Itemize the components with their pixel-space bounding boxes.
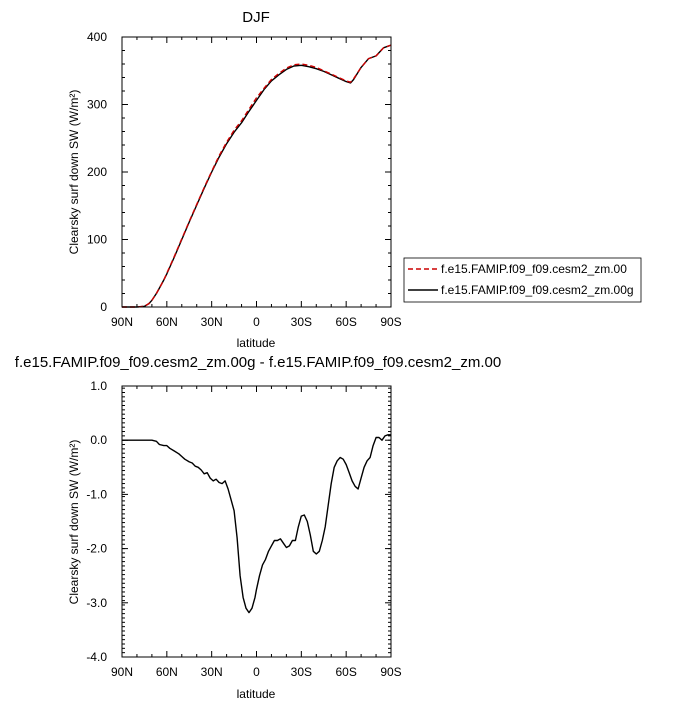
y-tick-label: -3.0: [86, 596, 107, 610]
x-tick-label: 30N: [201, 665, 223, 679]
y-tick-label: -2.0: [86, 542, 107, 556]
x-tick-label: 60N: [156, 315, 178, 329]
top-plot-frame: [121, 36, 392, 308]
top-x-axis-label: latitude: [237, 336, 276, 350]
bottom-y-axis-label: Clearsky surf down SW (W/m²): [67, 440, 81, 605]
series-line-0-1: [122, 44, 392, 308]
y-tick-label: 0: [100, 300, 107, 314]
series-line-1-0: [122, 434, 391, 614]
x-tick-label: 90S: [380, 665, 401, 679]
x-tick-label: 30S: [291, 665, 312, 679]
y-tick-label: -4.0: [86, 650, 107, 664]
y-tick-label: 0.0: [90, 433, 107, 447]
bottom-chart-title: f.e15.FAMIP.f09_f09.cesm2_zm.00g - f.e15…: [15, 354, 501, 371]
x-tick-label: 90N: [111, 665, 133, 679]
y-tick-label: 1.0: [90, 379, 107, 393]
bottom-x-axis-label: latitude: [237, 687, 276, 701]
top-panel: DJF 90N 60N 30N 0 30S 60S 90S 0 100 200 300 400 lat…: [67, 9, 402, 350]
legend-label-00: f.e15.FAMIP.f09_f09.cesm2_zm.00: [441, 262, 627, 276]
y-tick-label: 100: [87, 233, 107, 247]
y-tick-label: 200: [87, 165, 107, 179]
legend-box: [403, 257, 642, 303]
y-tick-label: -1.0: [86, 487, 107, 501]
x-tick-label: 0: [253, 665, 260, 679]
legend-label-00g: f.e15.FAMIP.f09_f09.cesm2_zm.00g: [441, 283, 634, 297]
x-tick-label: 30S: [291, 315, 312, 329]
legend: f.e15.FAMIP.f09_f09.cesm2_zm.00 f.e15.FA…: [403, 257, 642, 303]
x-tick-label: 90N: [111, 315, 133, 329]
x-tick-label: 60S: [335, 665, 356, 679]
x-tick-label: 0: [253, 315, 260, 329]
x-tick-label: 60S: [335, 315, 356, 329]
x-tick-label: 90S: [380, 315, 401, 329]
series-line-0-0: [122, 44, 392, 308]
y-tick-label: 400: [87, 30, 107, 44]
top-y-axis-label: Clearsky surf down SW (W/m²): [67, 90, 81, 255]
y-tick-label: 300: [87, 98, 107, 112]
bottom-plot-frame: [121, 385, 392, 658]
x-tick-label: 30N: [201, 315, 223, 329]
bottom-panel: f.e15.FAMIP.f09_f09.cesm2_zm.00g - f.e15…: [15, 354, 501, 701]
x-tick-label: 60N: [156, 665, 178, 679]
top-chart-title: DJF: [242, 9, 270, 26]
